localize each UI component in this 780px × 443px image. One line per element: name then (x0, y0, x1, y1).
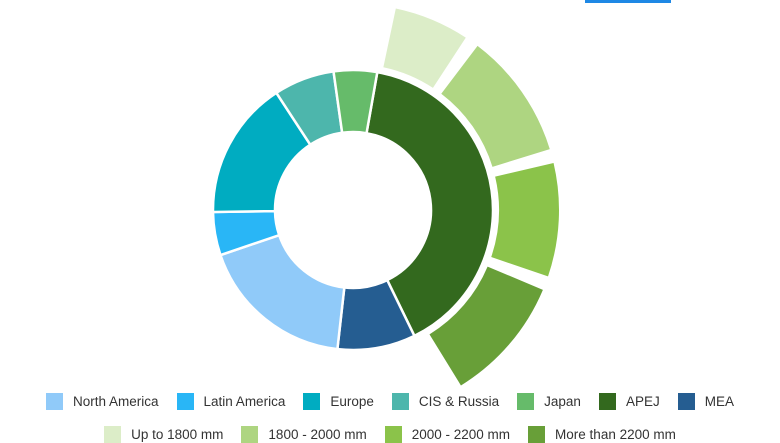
legend-label: 2000 - 2200 mm (411, 427, 511, 442)
slice-north-america (218, 233, 346, 351)
legend-swatch (677, 393, 695, 410)
legend-swatch (517, 393, 535, 410)
legend-regions: North America Latin America Europe CIS &… (0, 393, 780, 410)
legend-item: MEA (677, 393, 734, 410)
legend-swatch (241, 426, 259, 443)
top-accent-bar (585, 0, 671, 3)
legend-item: CIS & Russia (391, 393, 500, 410)
legend-item: 1800 - 2000 mm (241, 426, 367, 443)
legend-item: More than 2200 mm (528, 426, 676, 443)
legend-item: APEJ (598, 393, 660, 410)
legend-label: Europe (330, 394, 374, 409)
legend-item: Up to 1800 mm (104, 426, 223, 443)
legend-item: Latin America (176, 393, 286, 410)
legend-item: 2000 - 2200 mm (384, 426, 511, 443)
outer-slice-up-to-1800-mm (383, 8, 466, 88)
legend-swatch (391, 393, 409, 410)
legend-swatch (528, 426, 546, 443)
donut-chart (211, 8, 560, 386)
legend-item: Europe (303, 393, 374, 410)
legend-label: Up to 1800 mm (131, 427, 224, 442)
legend-swatch (46, 393, 63, 410)
legend-swatch (176, 393, 194, 410)
legend-label: North America (73, 394, 159, 409)
outer-slice-2000-2200-mm (491, 162, 560, 277)
legend-label: Japan (544, 394, 581, 409)
legend-swatch (598, 393, 616, 410)
outer-slice-1800-2000-mm (441, 45, 550, 167)
legend-item: Japan (517, 393, 581, 410)
legend-sizes: Up to 1800 mm 1800 - 2000 mm 2000 - 2200… (0, 426, 780, 443)
legend-label: 1800 - 2000 mm (268, 427, 367, 442)
legend-label: CIS & Russia (418, 394, 500, 409)
slice-apej (365, 70, 495, 338)
legend-label: More than 2200 mm (555, 427, 676, 442)
legend-swatch (104, 426, 122, 443)
outer-slice-more-than-2200-mm (429, 266, 543, 386)
slice-japan (332, 68, 379, 135)
legend-item: North America (46, 393, 159, 410)
legend-swatch (303, 393, 321, 410)
legend-label: MEA (704, 394, 734, 409)
legend-label: APEJ (625, 394, 660, 409)
legend-label: Latin America (203, 394, 286, 409)
legend-swatch (384, 426, 402, 443)
